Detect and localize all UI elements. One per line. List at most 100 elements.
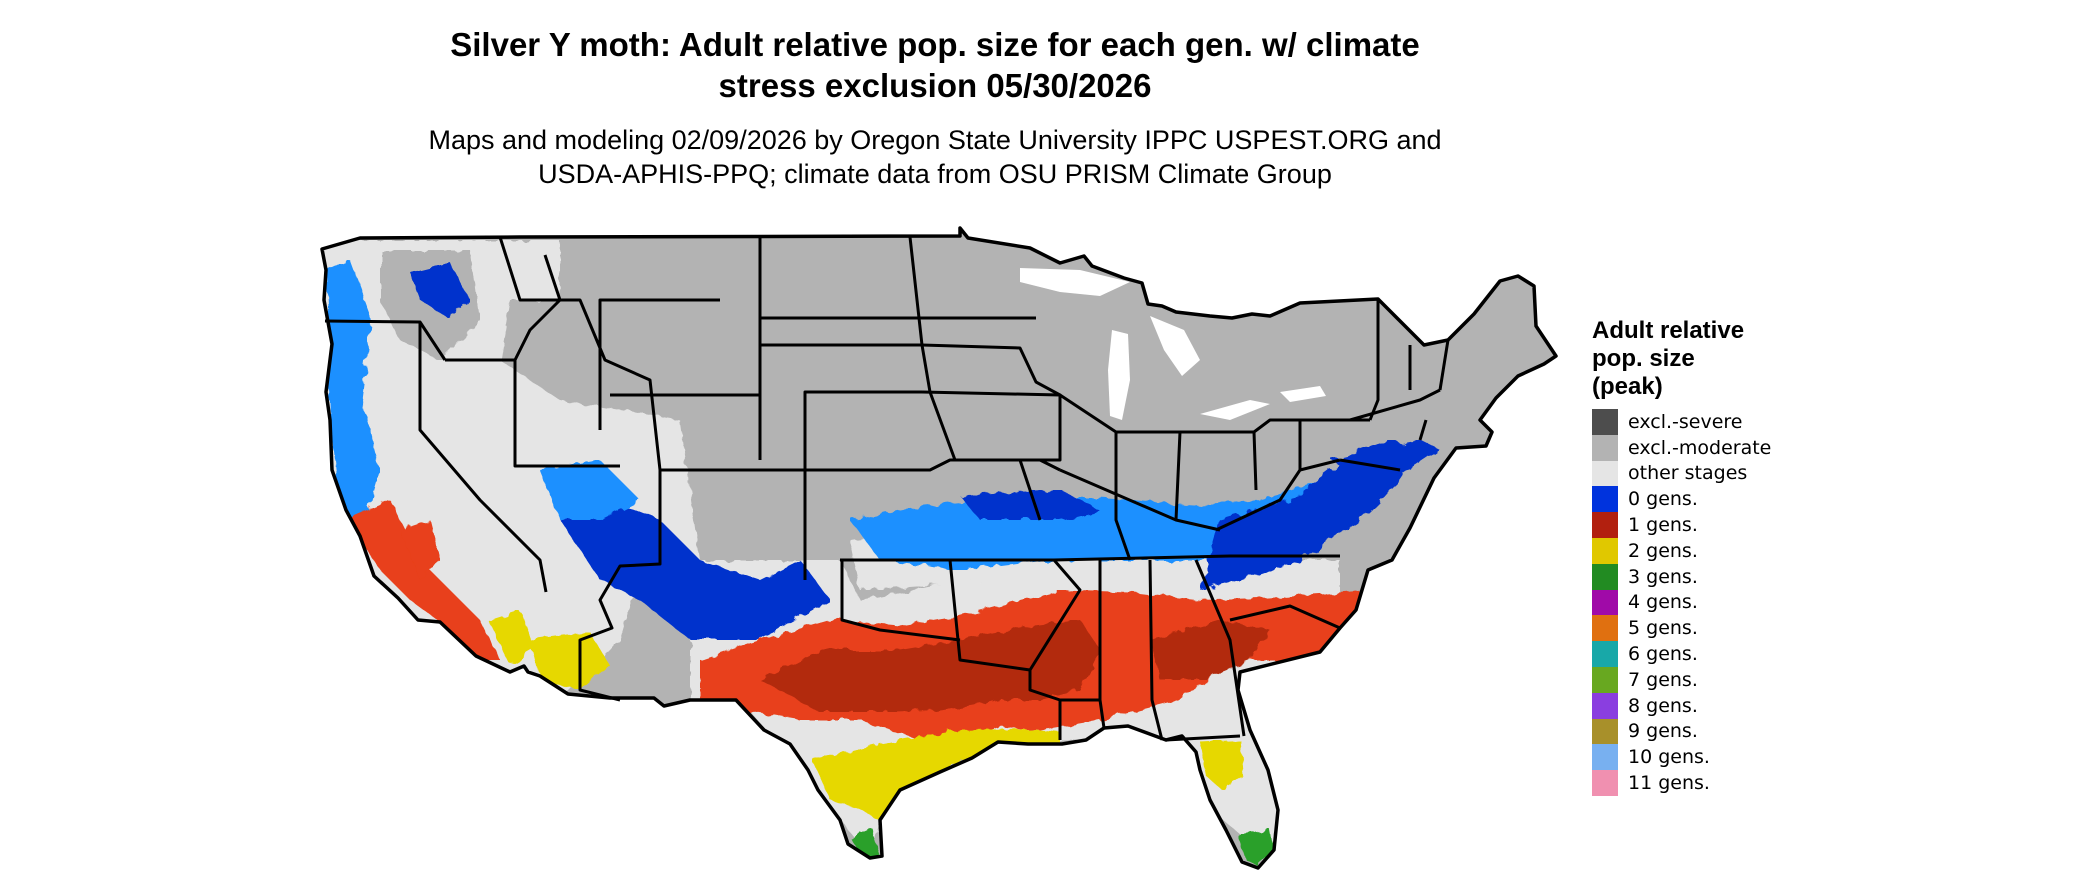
state-boundary-line <box>950 558 1082 671</box>
zero-gens-northeast <box>1330 440 1440 480</box>
legend-item-0-gens: 0 gens. <box>1592 486 1892 513</box>
lake-michigan <box>1108 330 1130 420</box>
state-boundary-line <box>840 558 1031 672</box>
zero-gens-central-dark <box>960 490 1100 520</box>
legend-label: 8 gens. <box>1628 694 1698 717</box>
state-boundary-line <box>445 254 562 362</box>
lake-huron <box>1150 316 1200 376</box>
zero-gens-west-coast <box>326 260 380 540</box>
legend-swatch <box>1592 434 1618 461</box>
state-boundary-line <box>1028 670 1062 740</box>
two-gens-arizona <box>530 632 610 690</box>
legend-title-line-2: pop. size <box>1592 345 1695 372</box>
zero-gens-utah <box>540 460 640 520</box>
legend-label: other stages <box>1628 462 1748 485</box>
legend-label: 0 gens. <box>1628 488 1698 511</box>
legend-item-9-gens: 9 gens. <box>1592 718 1892 745</box>
legend-swatch <box>1592 692 1618 719</box>
legend-label: 4 gens. <box>1628 591 1698 614</box>
state-boundary-line <box>1215 458 1341 532</box>
legend-label: 11 gens. <box>1628 772 1710 795</box>
two-gens-socal <box>488 610 534 664</box>
legend-item-7-gens: 7 gens. <box>1592 666 1892 693</box>
legend-swatch <box>1592 563 1618 590</box>
legend-title-line-3: (peak) <box>1592 373 1663 400</box>
legend-item-11-gens: 11 gens. <box>1592 770 1892 796</box>
legend-label: 1 gens. <box>1628 514 1698 537</box>
state-boundary-line <box>598 298 720 430</box>
state-boundary-line <box>418 322 548 593</box>
map-title-line-1: Silver Y moth: Adult relative pop. size … <box>450 26 1420 63</box>
lake-superior <box>1020 268 1130 296</box>
state-boundary-line <box>921 343 1061 397</box>
legend-label: 6 gens. <box>1628 643 1698 666</box>
legend-item-1-gens: 1 gens. <box>1592 512 1892 538</box>
state-boundary-line <box>1418 419 1428 441</box>
state-boundary-line <box>1148 559 1164 741</box>
legend-item-10-gens: 10 gens. <box>1592 744 1892 771</box>
legend-item-4-gens: 4 gens. <box>1592 589 1892 616</box>
legend-item-excl-severe: excl.-severe <box>1592 409 1892 435</box>
population-raster <box>322 228 1556 868</box>
state-boundary-line <box>1349 388 1441 422</box>
three-gens-south-florida <box>1238 828 1274 866</box>
legend-swatch <box>1592 744 1618 771</box>
legend-swatch <box>1592 512 1618 538</box>
legend-label: 7 gens. <box>1628 668 1698 691</box>
legend-items: excl.-severe excl.-moderate other stages… <box>1592 409 1892 796</box>
legend-swatch <box>1592 537 1618 564</box>
legend-item-6-gens: 6 gens. <box>1592 641 1892 667</box>
one-gens-cal-valley <box>400 520 440 580</box>
state-boundary-line <box>1053 554 1340 562</box>
map-title-line-2: stress exclusion 05/30/2026 <box>718 67 1152 104</box>
one-gens-california <box>344 500 500 660</box>
state-boundary-line <box>1253 418 1370 434</box>
legend-swatch <box>1592 615 1618 642</box>
map-subtitle: Maps and modeling 02/09/2026 by Oregon S… <box>300 123 1570 191</box>
state-boundary-line <box>1059 393 1132 561</box>
legend-item-2-gens: 2 gens. <box>1592 537 1892 564</box>
state-boundary-line <box>803 390 922 470</box>
state-boundary-line <box>1229 604 1341 630</box>
state-boundary-line <box>513 360 620 468</box>
state-boundary-line <box>1194 559 1246 737</box>
map-title: Silver Y moth: Adult relative pop. size … <box>300 24 1570 106</box>
legend-label: 5 gens. <box>1628 617 1698 640</box>
state-boundaries <box>324 236 1450 742</box>
three-gens-south-texas <box>850 828 880 858</box>
legend-item-other-stages: other stages <box>1592 460 1892 487</box>
legend-item-8-gens: 8 gens. <box>1592 692 1892 719</box>
state-boundary-line <box>1339 458 1401 472</box>
zero-gens-rockies-nm <box>560 500 830 640</box>
legend-swatch <box>1592 770 1618 796</box>
legend-label: 9 gens. <box>1628 720 1698 743</box>
map-subtitle-line-2: USDA-APHIS-PPQ; climate data from OSU PR… <box>538 159 1332 189</box>
state-boundary-line <box>908 236 957 461</box>
legend-swatch <box>1592 641 1618 667</box>
legend-title-line-1: Adult relative <box>1592 317 1745 344</box>
legend-item-3-gens: 3 gens. <box>1592 563 1892 590</box>
legend-swatch <box>1592 666 1618 693</box>
legend-swatch <box>1592 486 1618 513</box>
legend-swatch <box>1592 409 1618 435</box>
legend-label: 10 gens. <box>1628 746 1710 769</box>
lake-ontario <box>1280 386 1326 402</box>
legend-swatch <box>1592 460 1618 487</box>
legend-item-excl-moderate: excl.-moderate <box>1592 434 1892 461</box>
state-boundary-line <box>1438 339 1450 391</box>
zero-gens-oregon-cascades <box>410 262 470 318</box>
legend-label: 3 gens. <box>1628 565 1698 588</box>
state-boundary-line <box>921 390 1062 521</box>
state-boundary-line <box>578 470 662 702</box>
lake-erie <box>1200 400 1270 420</box>
legend-swatch <box>1592 718 1618 745</box>
legend-title: Adult relative pop. size (peak) <box>1592 317 1892 401</box>
legend-swatch <box>1592 589 1618 616</box>
two-gens-gulf-coast <box>812 728 1060 820</box>
state-boundary-line <box>805 458 1061 472</box>
one-gens-southern-core <box>760 620 1100 712</box>
map-subtitle-line-1: Maps and modeling 02/09/2026 by Oregon S… <box>428 125 1442 155</box>
state-boundary-line <box>1059 468 1221 532</box>
legend-label: 2 gens. <box>1628 539 1698 562</box>
